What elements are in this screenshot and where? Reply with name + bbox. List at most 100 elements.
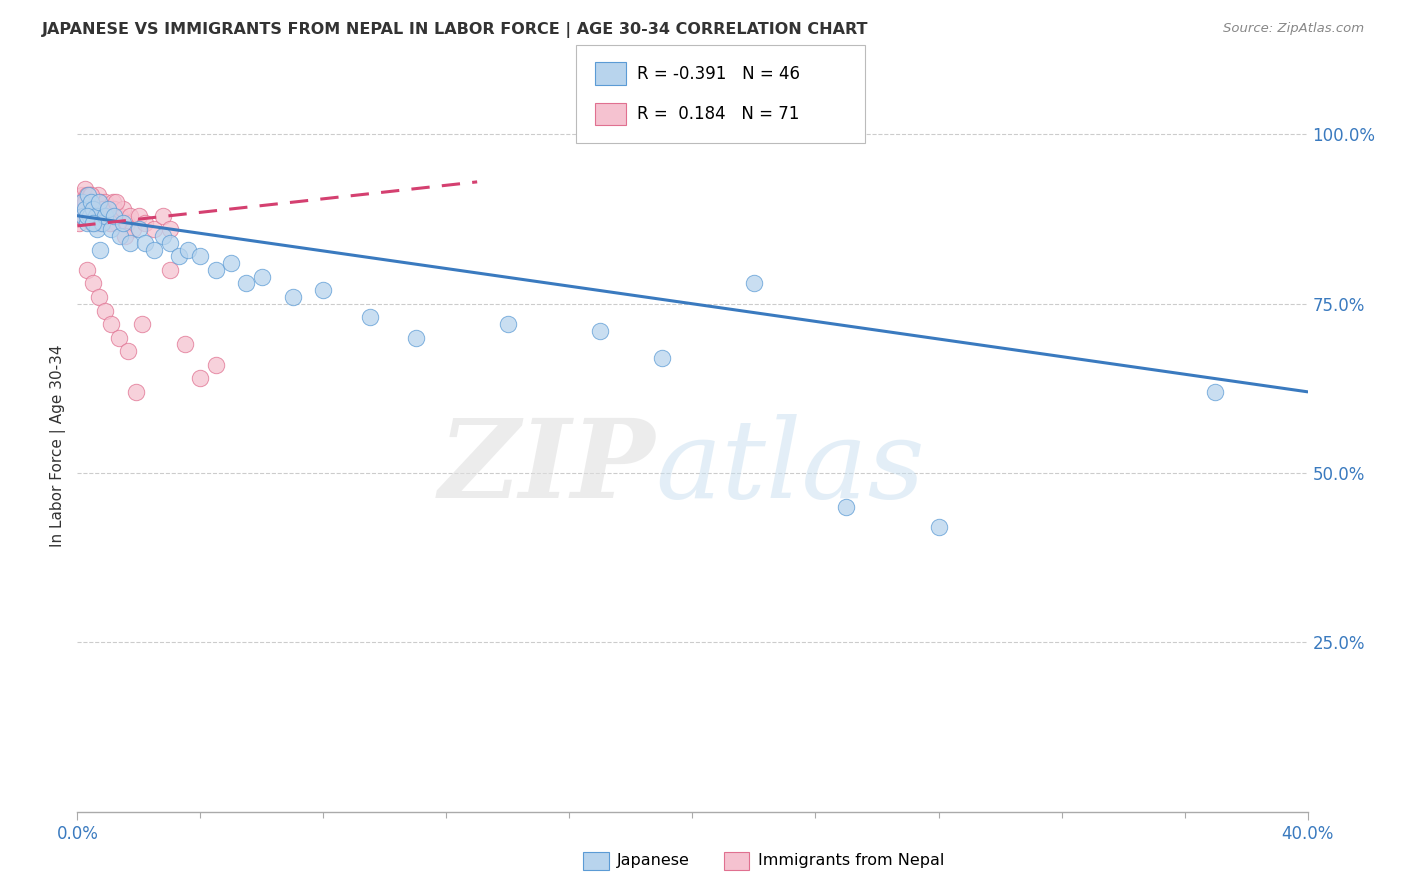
- Point: [125, 384, 148, 399]
- Text: ZIP: ZIP: [439, 414, 655, 522]
- Text: Immigrants from Nepal: Immigrants from Nepal: [758, 854, 945, 868]
- Point: [77, 188, 100, 202]
- Point: [83, 215, 105, 229]
- Point: [87, 209, 110, 223]
- Point: [103, 209, 125, 223]
- Point: [73, 195, 96, 210]
- Point: [79, 209, 101, 223]
- Point: [89, 195, 111, 210]
- Point: [1204, 384, 1226, 399]
- Point: [80, 195, 103, 210]
- Point: [115, 215, 138, 229]
- Point: [100, 222, 122, 236]
- Point: [152, 209, 174, 223]
- Point: [651, 351, 673, 365]
- Point: [835, 500, 858, 514]
- Point: [103, 202, 125, 216]
- Point: [167, 249, 190, 263]
- Point: [121, 222, 143, 236]
- Text: atlas: atlas: [655, 414, 925, 522]
- Point: [77, 195, 100, 210]
- Point: [82, 277, 104, 291]
- Point: [104, 195, 127, 210]
- Point: [70, 202, 93, 216]
- Point: [94, 195, 117, 210]
- Point: [73, 202, 96, 216]
- Point: [70, 195, 93, 210]
- Point: [90, 209, 114, 223]
- Point: [143, 222, 166, 236]
- Point: [76, 263, 98, 277]
- Point: [82, 215, 104, 229]
- Point: [82, 215, 104, 229]
- Point: [100, 317, 122, 331]
- Point: [108, 331, 131, 345]
- Text: Japanese: Japanese: [617, 854, 690, 868]
- Text: Source: ZipAtlas.com: Source: ZipAtlas.com: [1223, 22, 1364, 36]
- Point: [131, 317, 153, 331]
- Point: [94, 209, 117, 223]
- Point: [100, 209, 122, 223]
- Point: [96, 209, 118, 223]
- Text: JAPANESE VS IMMIGRANTS FROM NEPAL IN LABOR FORCE | AGE 30-34 CORRELATION CHART: JAPANESE VS IMMIGRANTS FROM NEPAL IN LAB…: [42, 22, 869, 38]
- Point: [84, 209, 107, 223]
- Point: [114, 229, 136, 244]
- Point: [72, 209, 94, 223]
- Point: [90, 215, 112, 229]
- Point: [82, 209, 104, 223]
- Point: [101, 195, 124, 210]
- Point: [87, 195, 110, 210]
- Point: [75, 195, 97, 210]
- Point: [159, 222, 181, 236]
- Point: [76, 209, 98, 223]
- Point: [359, 310, 381, 325]
- Text: R =  0.184   N = 71: R = 0.184 N = 71: [637, 104, 799, 123]
- Point: [98, 215, 121, 229]
- Text: R = -0.391   N = 46: R = -0.391 N = 46: [637, 64, 800, 83]
- Point: [219, 256, 242, 270]
- Point: [73, 202, 96, 216]
- Point: [204, 358, 226, 372]
- Point: [93, 202, 115, 216]
- Point: [128, 209, 150, 223]
- Point: [110, 209, 132, 223]
- Point: [134, 235, 156, 250]
- Point: [742, 277, 765, 291]
- Point: [110, 229, 132, 244]
- Point: [86, 202, 108, 216]
- Y-axis label: In Labor Force | Age 30-34: In Labor Force | Age 30-34: [51, 344, 66, 548]
- Point: [97, 202, 120, 216]
- Point: [589, 324, 612, 338]
- Point: [84, 195, 107, 210]
- Point: [72, 195, 94, 210]
- Point: [67, 215, 90, 229]
- Point: [79, 202, 101, 216]
- Point: [87, 188, 110, 202]
- Point: [112, 202, 135, 216]
- Point: [159, 263, 181, 277]
- Point: [89, 243, 111, 257]
- Point: [86, 215, 108, 229]
- Point: [496, 317, 519, 331]
- Point: [79, 188, 101, 202]
- Point: [174, 337, 197, 351]
- Point: [94, 303, 117, 318]
- Point: [159, 235, 181, 250]
- Point: [188, 249, 212, 263]
- Point: [69, 195, 91, 210]
- Point: [112, 215, 135, 229]
- Point: [86, 209, 108, 223]
- Point: [82, 195, 104, 210]
- Point: [80, 188, 103, 202]
- Point: [73, 181, 96, 195]
- Point: [143, 243, 166, 257]
- Point: [281, 290, 304, 304]
- Point: [118, 209, 141, 223]
- Point: [76, 202, 98, 216]
- Point: [405, 331, 427, 345]
- Point: [105, 215, 128, 229]
- Point: [128, 222, 150, 236]
- Point: [134, 215, 156, 229]
- Point: [77, 209, 100, 223]
- Point: [76, 188, 98, 202]
